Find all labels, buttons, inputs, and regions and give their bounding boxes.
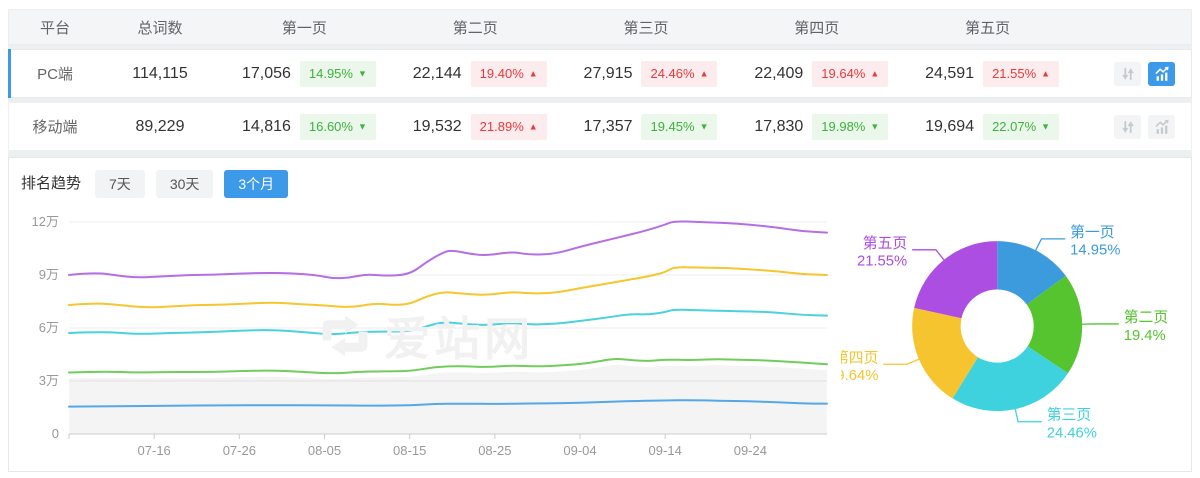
svg-text:第一页: 第一页: [1070, 223, 1114, 241]
change-badge: 21.89%: [470, 113, 547, 140]
line-chart-area: 07-16 07-26 08-05 08-15 08-25 09-04 09-14 09-24…: [11, 206, 841, 469]
col-header-page4: 第四页: [794, 19, 840, 37]
col-header-total: 总词数: [137, 19, 183, 37]
svg-text:第四页: 第四页: [841, 348, 878, 366]
page-count: 17,357: [583, 117, 633, 135]
change-badge: 19.40%: [470, 60, 547, 87]
trend-title: 排名趋势: [21, 175, 82, 192]
down-arrow-icon: [870, 123, 879, 132]
table-row-pc[interactable]: PC端 114,115 17,056 14.95% 22,144 19.40% …: [8, 49, 1192, 98]
page4-cell: 17,830 19.98%: [731, 113, 902, 140]
svg-text:07-16: 07-16: [138, 443, 171, 458]
svg-text:14.95%: 14.95%: [1070, 243, 1120, 259]
page3-cell: 17,357 19.45%: [561, 113, 732, 140]
svg-text:08-25: 08-25: [478, 443, 511, 458]
col-header-platform: 平台: [39, 19, 70, 37]
total-words: 114,115: [132, 64, 188, 82]
page-count: 19,532: [412, 117, 462, 135]
svg-text:19.4%: 19.4%: [1124, 328, 1166, 344]
tab-30-days[interactable]: 30天: [155, 170, 214, 198]
down-arrow-icon: [1041, 123, 1050, 132]
page-count: 14,816: [241, 117, 291, 135]
page5-cell: 19,694 22.07%: [902, 113, 1073, 140]
svg-text:3万: 3万: [39, 373, 59, 388]
svg-text:19.64%: 19.64%: [841, 368, 878, 384]
up-arrow-icon: [870, 70, 879, 79]
page2-cell: 19,532 21.89%: [390, 113, 561, 140]
col-header-page1: 第一页: [281, 19, 327, 37]
page-count: 22,409: [754, 64, 804, 82]
down-arrow-icon: [358, 123, 367, 132]
change-badge: 21.55%: [983, 60, 1060, 87]
sort-button[interactable]: [1114, 61, 1141, 86]
change-badge: 19.98%: [812, 113, 889, 140]
trend-chart-icon: [1154, 119, 1169, 134]
trend-chart-button[interactable]: [1148, 114, 1175, 139]
page2-cell: 22,144 19.40%: [390, 60, 561, 87]
svg-text:9万: 9万: [39, 267, 59, 282]
col-header-page3: 第三页: [623, 19, 669, 37]
svg-text:09-14: 09-14: [649, 443, 682, 458]
page1-cell: 17,056 14.95%: [219, 60, 390, 87]
svg-text:6万: 6万: [39, 320, 59, 335]
rank-table-header: 平台 总词数 第一页 第二页 第三页 第四页 第五页: [8, 9, 1192, 45]
change-badge: 19.64%: [812, 60, 889, 87]
down-arrow-icon: [700, 123, 709, 132]
svg-text:24.46%: 24.46%: [1047, 426, 1097, 442]
page-count: 17,830: [754, 117, 804, 135]
platform-label: PC端: [37, 66, 73, 83]
up-arrow-icon: [1041, 70, 1050, 79]
sort-arrows-icon: [1121, 120, 1134, 133]
svg-text:08-15: 08-15: [393, 443, 426, 458]
change-badge: 19.45%: [641, 113, 718, 140]
up-arrow-icon: [700, 70, 709, 79]
svg-text:第二页: 第二页: [1124, 308, 1168, 326]
svg-text:09-04: 09-04: [563, 443, 596, 458]
svg-text:21.55%: 21.55%: [857, 254, 907, 270]
svg-text:07-26: 07-26: [223, 443, 256, 458]
platform-label: 移动端: [32, 119, 78, 136]
change-badge: 22.07%: [983, 113, 1060, 140]
svg-text:第三页: 第三页: [1047, 406, 1091, 424]
change-badge: 16.60%: [299, 113, 376, 140]
trend-card: 排名趋势 7天 30天 3个月 07-16 07-26 08-05 08-15 08-2…: [8, 157, 1192, 472]
page-count: 27,915: [583, 64, 633, 82]
svg-text:0: 0: [52, 426, 59, 441]
svg-text:08-05: 08-05: [308, 443, 341, 458]
page3-cell: 27,915 24.46%: [561, 60, 732, 87]
table-row-mobile[interactable]: 移动端 89,229 14,816 16.60% 19,532 21.89% 1…: [8, 102, 1192, 151]
sort-button[interactable]: [1114, 114, 1141, 139]
line-chart: 07-16 07-26 08-05 08-15 08-25 09-04 09-14 09-24…: [32, 214, 828, 458]
page4-cell: 22,409 19.64%: [731, 60, 902, 87]
change-badge: 24.46%: [641, 60, 718, 87]
tab-7-days[interactable]: 7天: [95, 170, 145, 198]
svg-text:12万: 12万: [32, 214, 59, 229]
down-arrow-icon: [358, 70, 367, 79]
svg-text:第五页: 第五页: [863, 234, 907, 252]
page1-cell: 14,816 16.60%: [219, 113, 390, 140]
trend-chart-icon: [1154, 66, 1169, 81]
trend-header: 排名趋势 7天 30天 3个月: [9, 158, 1191, 204]
page-count: 24,591: [925, 64, 975, 82]
up-arrow-icon: [529, 123, 538, 132]
change-badge: 14.95%: [299, 60, 376, 87]
total-words: 89,229: [135, 117, 185, 135]
sort-arrows-icon: [1121, 67, 1134, 80]
page-count: 22,144: [412, 64, 462, 82]
up-arrow-icon: [529, 70, 538, 79]
page5-cell: 24,591 21.55%: [902, 60, 1073, 87]
trend-chart-button[interactable]: [1148, 61, 1175, 86]
donut-chart: 第一页 14.95% 第二页 19.4% 第三页 24.46% 第四页 19.64% 第五页 21…: [841, 223, 1168, 442]
page-count: 19,694: [925, 117, 975, 135]
svg-text:09-24: 09-24: [734, 443, 767, 458]
tab-3-months[interactable]: 3个月: [224, 170, 289, 198]
col-header-page5: 第五页: [965, 19, 1011, 37]
page-count: 17,056: [241, 64, 291, 82]
col-header-page2: 第二页: [452, 19, 498, 37]
